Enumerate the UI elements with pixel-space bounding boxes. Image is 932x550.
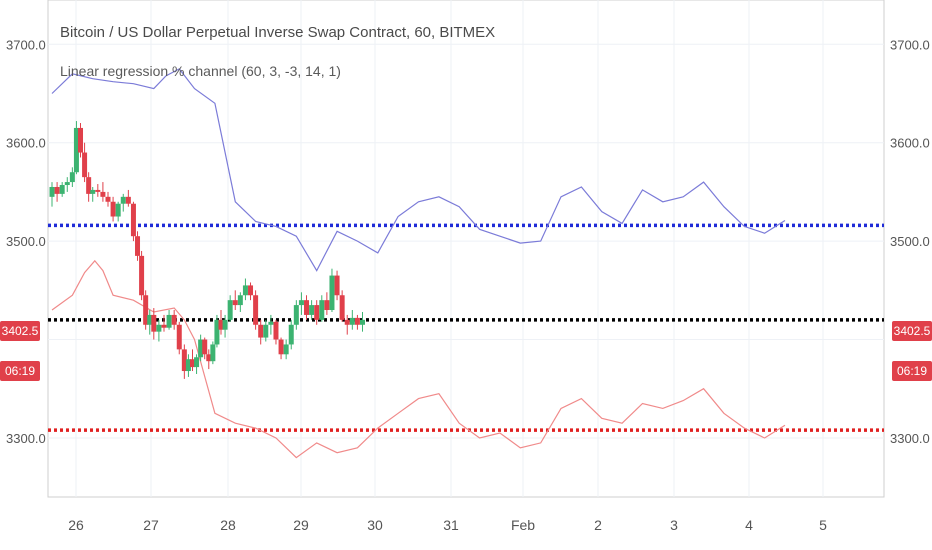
candle-body — [135, 236, 141, 256]
candle-body — [176, 324, 182, 350]
x-tick-label: 26 — [68, 517, 84, 533]
candle-body — [73, 127, 79, 173]
candle-body — [59, 185, 65, 194]
candle-body — [139, 255, 145, 296]
x-tick-label: 31 — [443, 517, 459, 533]
candle-body — [210, 344, 216, 362]
y-tick-label-left: 3300.0 — [6, 431, 46, 446]
x-tick-label: 28 — [220, 517, 236, 533]
candle-body — [161, 324, 167, 328]
candle-body — [298, 300, 304, 306]
x-tick-label: 3 — [670, 517, 678, 533]
candle-body — [319, 300, 325, 320]
candle-body — [95, 189, 101, 192]
candle-body — [324, 300, 330, 311]
candle-body — [189, 359, 195, 368]
candle-body — [143, 295, 149, 325]
candle-body — [202, 339, 208, 355]
candle-body — [283, 344, 289, 355]
candle-body — [222, 319, 228, 330]
candle-body — [263, 324, 269, 338]
x-tick-label: 29 — [293, 517, 309, 533]
candle-body — [248, 285, 254, 296]
candle-body — [105, 196, 111, 202]
y-tick-label-right: 3500.0 — [890, 234, 930, 249]
candle-body — [82, 152, 88, 178]
candle-body — [166, 314, 172, 328]
y-tick-label-left: 3700.0 — [6, 37, 46, 52]
candle-body — [171, 314, 177, 325]
candle-body — [120, 196, 126, 204]
candle-body — [100, 191, 106, 197]
candle-body — [242, 285, 248, 296]
candle-body — [78, 127, 84, 153]
candle-body — [293, 305, 299, 325]
candle-body — [314, 305, 320, 320]
candle-body — [214, 319, 220, 345]
candle-body — [288, 324, 294, 345]
candle-body — [185, 359, 191, 372]
candle-body — [258, 324, 264, 338]
candle-body — [49, 186, 55, 197]
candle-body — [304, 300, 310, 315]
x-tick-label: Feb — [511, 517, 535, 533]
candle-body — [218, 319, 224, 330]
candle-body — [268, 321, 274, 325]
indicator-label: Linear regression % channel (60, 3, -3, … — [60, 63, 341, 79]
candle-body — [86, 177, 92, 194]
candle-body — [64, 182, 70, 186]
candle-body — [273, 321, 279, 340]
candle-body — [309, 305, 315, 315]
candle-body — [344, 319, 350, 325]
candle-body — [54, 186, 60, 194]
candle-body — [130, 203, 136, 237]
x-tick-label: 30 — [367, 517, 383, 533]
candle-body — [237, 295, 243, 306]
candle-body — [147, 314, 153, 325]
candle-body — [110, 201, 116, 217]
y-tick-label-right: 3300.0 — [890, 431, 930, 446]
candle-body — [125, 196, 131, 204]
candle-body — [360, 319, 366, 325]
candle-body — [181, 349, 187, 372]
candle-body — [194, 357, 200, 368]
y-tick-label-left: 3600.0 — [6, 136, 46, 151]
candle-body — [115, 203, 121, 217]
candle-body — [69, 172, 75, 183]
time-badge-right: 06:19 — [892, 361, 932, 381]
candle-body — [278, 339, 284, 355]
candle-body — [156, 324, 162, 332]
candle-body — [227, 300, 233, 320]
chart-title: Bitcoin / US Dollar Perpetual Inverse Sw… — [60, 24, 496, 41]
x-tick-label: 4 — [745, 517, 753, 533]
candle-body — [206, 354, 212, 362]
candle-body — [151, 314, 157, 332]
candle-body — [90, 189, 96, 194]
time-badge-left: 06:19 — [0, 361, 40, 381]
y-tick-label-right: 3600.0 — [890, 136, 930, 151]
candle-body — [253, 295, 259, 325]
x-tick-label: 5 — [819, 517, 827, 533]
candle-body — [232, 300, 238, 306]
candle-body — [349, 317, 355, 325]
y-tick-label-left: 3500.0 — [6, 234, 46, 249]
price-badge-left: 3402.5 — [0, 321, 40, 341]
upper-channel-line — [51, 68, 786, 272]
x-tick-label: 2 — [594, 517, 602, 533]
candle-body — [334, 275, 340, 296]
y-tick-label-right: 3700.0 — [890, 37, 930, 52]
plot-area — [47, 0, 885, 498]
candle-body — [329, 275, 335, 311]
price-badge-right: 3402.5 — [892, 321, 932, 341]
candle-body — [339, 295, 345, 320]
candle-body — [198, 339, 204, 358]
x-tick-label: 27 — [143, 517, 159, 533]
candle-body — [354, 317, 360, 325]
